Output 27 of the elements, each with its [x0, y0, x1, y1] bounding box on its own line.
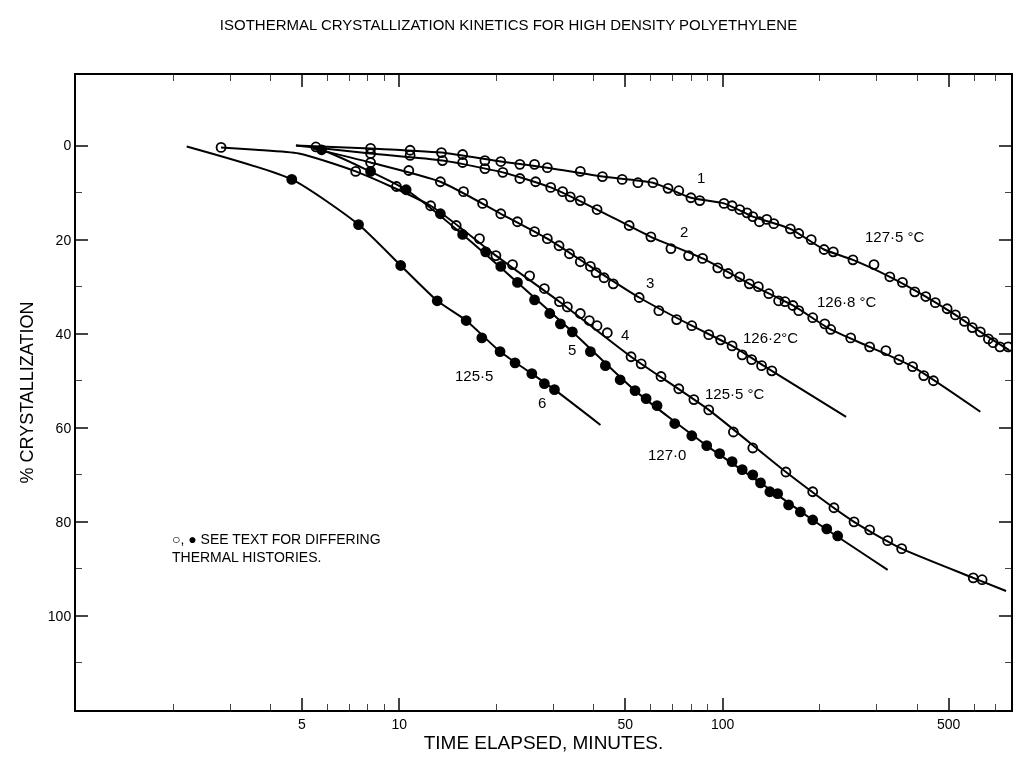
x-tick-label: 5 [298, 715, 307, 732]
y-tick-label: 100 [47, 607, 72, 624]
y-tick-label: 80 [55, 513, 72, 530]
y-tick-label: 20 [55, 231, 72, 248]
annotation: ○, ● SEE TEXT FOR DIFFERING THERMAL HISTORIES. [172, 531, 381, 566]
y-tick-label: 40 [55, 325, 72, 342]
annotation: 126·2°C [743, 329, 799, 346]
y-tick-label: 0 [63, 137, 72, 154]
annotation: 1 [697, 169, 706, 186]
x-tick-label: 500 [936, 715, 961, 732]
annotation: 6 [538, 394, 547, 411]
y-tick-label: 60 [55, 419, 72, 436]
x-tick-label: 10 [391, 715, 408, 732]
annotation: 5 [568, 341, 577, 358]
annotation: 127·0 [648, 446, 687, 463]
x-tick-label: 100 [710, 715, 735, 732]
annotation: 125·5 °C [705, 385, 765, 402]
annotation: 125·5 [455, 367, 494, 384]
annotation: 126·8 °C [817, 293, 877, 310]
x-tick-label: 50 [617, 715, 634, 732]
annotation: 3 [646, 274, 655, 291]
annotation: 127·5 °C [865, 228, 925, 245]
annotation: 4 [621, 326, 630, 343]
x-axis-title: TIME ELAPSED, MINUTES. [423, 731, 664, 753]
chart-title: ISOTHERMAL CRYSTALLIZATION KINETICS FOR HIGH DENSITY POLYETHYLENE [219, 15, 798, 33]
y-axis-title: % CRYSTALLIZATION [16, 301, 37, 484]
annotation: 2 [680, 223, 689, 240]
